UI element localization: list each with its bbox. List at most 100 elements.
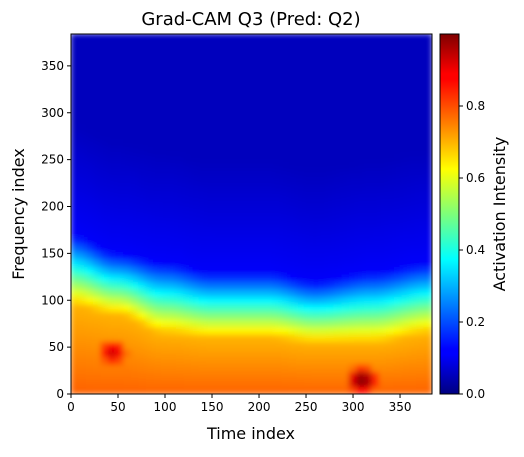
heatmap-cell (288, 348, 298, 357)
heatmap-cell (318, 221, 328, 230)
heatmap-cell (416, 356, 425, 365)
heatmap-cell (71, 191, 80, 200)
heatmap-cell (401, 198, 410, 207)
heatmap-cell (363, 333, 373, 342)
heatmap-cell (115, 333, 125, 342)
heatmap-cell (145, 236, 155, 245)
heatmap-cell (281, 131, 290, 140)
heatmap-cell (363, 131, 373, 140)
heatmap-cell (145, 153, 155, 162)
heatmap-cell (266, 131, 275, 140)
heatmap-cell (85, 123, 95, 132)
heatmap-cell (108, 356, 117, 365)
heatmap-cell (243, 63, 252, 72)
heatmap-cell (85, 318, 95, 327)
heatmap-cell (333, 363, 343, 372)
heatmap-cell (78, 56, 87, 65)
heatmap-cell (123, 63, 132, 72)
heatmap-cell (356, 356, 365, 365)
heatmap-cell (183, 333, 192, 342)
heatmap-cell (303, 258, 313, 267)
heatmap-cell (85, 206, 95, 215)
heatmap-cell (288, 251, 298, 260)
heatmap-cell (416, 176, 425, 185)
heatmap-cell (266, 318, 275, 327)
heatmap-cell (401, 386, 410, 394)
heatmap-cell (220, 161, 230, 170)
heatmap-cell (333, 251, 343, 260)
heatmap-cell (356, 213, 365, 222)
heatmap-cell (190, 333, 200, 342)
heatmap-cell (266, 56, 275, 65)
heatmap-cell (130, 168, 140, 177)
heatmap-cell (251, 386, 260, 394)
heatmap-cell (220, 281, 230, 290)
heatmap-cell (423, 363, 432, 372)
heatmap-cell (190, 341, 200, 350)
heatmap-cell (311, 198, 320, 207)
heatmap-cell (423, 138, 432, 147)
heatmap-cell (311, 71, 320, 80)
heatmap-cell (333, 333, 343, 342)
heatmap-cell (408, 221, 418, 230)
heatmap-cell (401, 266, 410, 275)
heatmap-cell (363, 258, 373, 267)
heatmap-cell (423, 221, 432, 230)
heatmap-cell (258, 48, 268, 57)
heatmap-cell (130, 108, 140, 117)
heatmap-cell (251, 318, 260, 327)
heatmap-cell (183, 236, 192, 245)
heatmap-cell (386, 213, 395, 222)
heatmap-cell (235, 273, 245, 282)
heatmap-cell (235, 48, 245, 57)
heatmap-cell (198, 86, 207, 95)
heatmap-cell (71, 341, 80, 350)
heatmap-cell (281, 341, 290, 350)
heatmap-cell (175, 86, 185, 95)
heatmap-cell (71, 378, 80, 387)
heatmap-cell (341, 363, 350, 372)
heatmap-cell (108, 116, 117, 125)
heatmap-cell (273, 251, 283, 260)
heatmap-cell (311, 161, 320, 170)
heatmap-cell (100, 363, 110, 372)
heatmap-cell (220, 213, 230, 222)
heatmap-cell (168, 213, 177, 222)
heatmap-cell (175, 273, 185, 282)
heatmap-cell (228, 213, 237, 222)
heatmap-cell (401, 191, 410, 200)
heatmap-cell (153, 198, 162, 207)
heatmap-cell (198, 63, 207, 72)
heatmap-cell (371, 168, 380, 177)
heatmap-cell (168, 41, 177, 50)
heatmap-cell (356, 296, 365, 305)
heatmap-cell (71, 116, 80, 125)
heatmap-cell (416, 71, 425, 80)
heatmap-cell (341, 236, 350, 245)
heatmap-cell (258, 303, 268, 312)
heatmap-cell (363, 371, 373, 380)
heatmap-cell (198, 198, 207, 207)
heatmap-cell (93, 56, 102, 65)
heatmap-cell (288, 123, 298, 132)
heatmap-cell (175, 378, 185, 387)
heatmap-cell (243, 198, 252, 207)
heatmap-cell (378, 86, 388, 95)
heatmap-cell (348, 348, 358, 357)
heatmap-cell (153, 86, 162, 95)
heatmap-cell (378, 371, 388, 380)
heatmap-cell (123, 123, 132, 132)
heatmap-cell (408, 363, 418, 372)
heatmap-cell (71, 348, 80, 357)
heatmap-cell (235, 198, 245, 207)
heatmap-cell (341, 131, 350, 140)
heatmap-cell (251, 326, 260, 335)
heatmap-cell (341, 86, 350, 95)
heatmap-cell (78, 318, 87, 327)
heatmap-cell (168, 273, 177, 282)
heatmap-cell (213, 326, 222, 335)
heatmap-cell (416, 161, 425, 170)
heatmap-cell (303, 281, 313, 290)
heatmap-cell (378, 296, 388, 305)
heatmap-cell (183, 303, 192, 312)
